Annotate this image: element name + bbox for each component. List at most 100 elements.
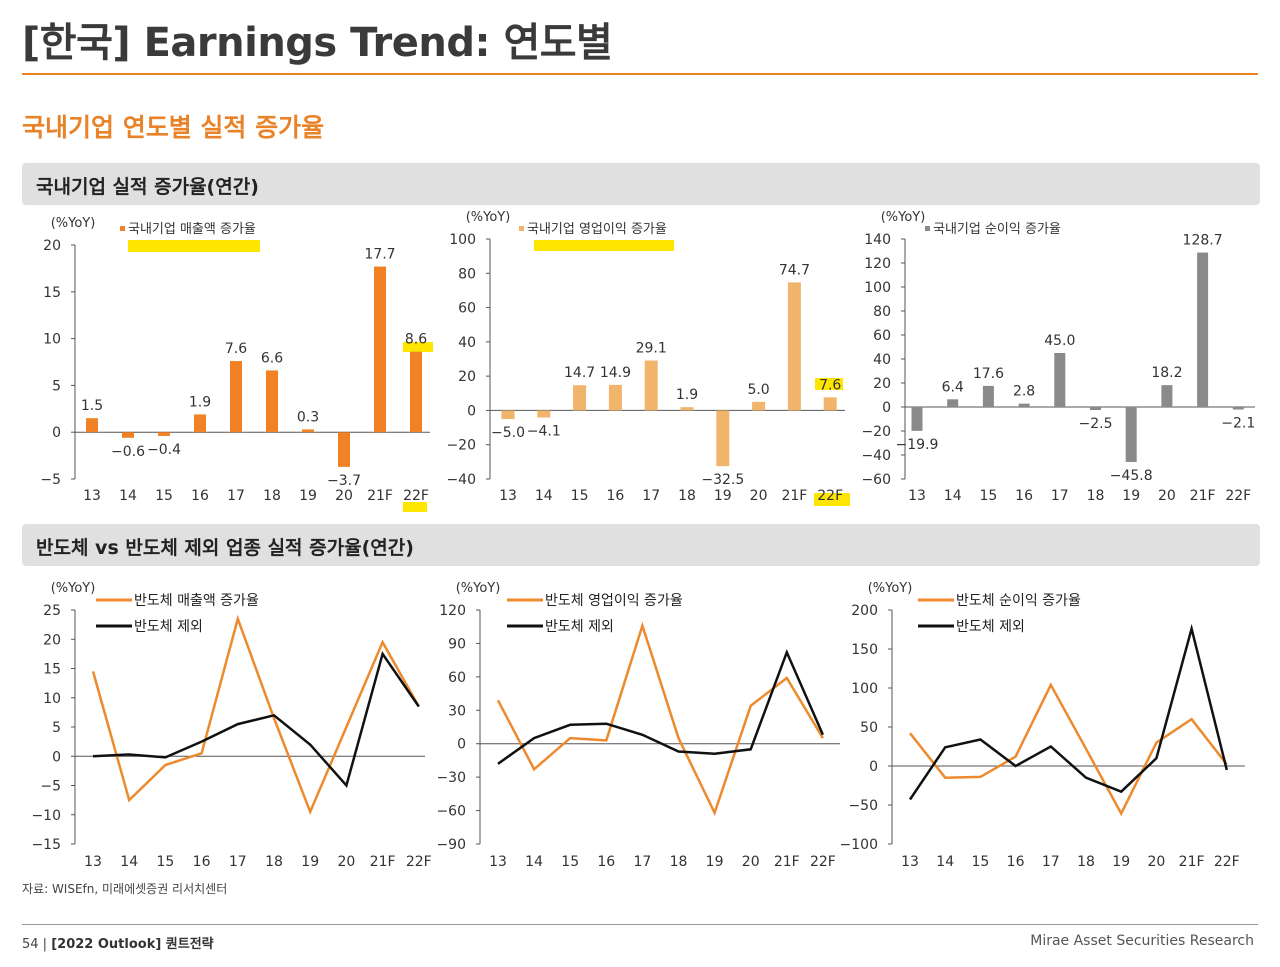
x-tick-label: 17	[227, 488, 245, 504]
category-highlight	[403, 502, 427, 512]
data-label: −19.9	[896, 437, 939, 453]
footer-rule	[22, 924, 1258, 925]
data-label: 17.7	[364, 247, 395, 263]
chart-band-semiconductor: 반도체 vs 반도체 제외 업종 실적 증가율(연간)	[22, 524, 1260, 566]
footer-left: 54 | [2022 Outlook] 퀀트전략	[22, 937, 214, 952]
y-tick-label: 0	[882, 400, 891, 416]
data-label: −4.1	[527, 423, 561, 439]
y-tick-label: −20	[446, 438, 476, 454]
bar	[1232, 407, 1244, 410]
band-title: 국내기업 실적 증가율(연간)	[36, 176, 259, 198]
bar	[501, 410, 515, 419]
x-tick-label: 21F	[781, 488, 807, 504]
bar	[1197, 252, 1209, 407]
x-tick-label: 16	[606, 488, 624, 504]
x-tick-label: 16	[191, 488, 209, 504]
y-tick-label: 0	[52, 749, 61, 765]
bar	[302, 429, 314, 433]
x-tick-label: 13	[84, 854, 102, 870]
y-tick-label: 140	[864, 232, 891, 248]
bar	[122, 432, 134, 438]
data-label: 1.5	[81, 398, 103, 414]
bar	[608, 384, 622, 411]
y-tick-label: 25	[43, 603, 61, 619]
x-tick-label: 22F	[810, 854, 836, 870]
bar	[1018, 403, 1030, 407]
footer-doc-title: [2022 Outlook] 퀀트전략	[51, 937, 214, 952]
data-label: 6.6	[261, 350, 283, 366]
legend-highlight	[534, 240, 674, 251]
x-tick-label: 14	[120, 854, 138, 870]
x-tick-label: 20	[742, 854, 760, 870]
data-label: −0.4	[147, 442, 181, 458]
x-tick-label: 18	[670, 854, 688, 870]
x-tick-label: 20	[750, 488, 768, 504]
data-label: 8.6	[405, 332, 427, 348]
data-label: 74.7	[779, 262, 810, 278]
x-tick-label: 14	[119, 488, 137, 504]
bar	[1054, 353, 1066, 407]
x-tick-label: 15	[971, 854, 989, 870]
y-tick-label: 120	[439, 603, 466, 619]
x-tick-label: 15	[156, 854, 174, 870]
y-tick-label: 80	[458, 266, 476, 282]
y-tick-label: 200	[851, 603, 878, 619]
legend-swatch	[519, 226, 524, 231]
x-tick-label: 17	[229, 854, 247, 870]
bar	[823, 397, 837, 411]
y-tick-label: −60	[436, 804, 466, 820]
footer-right: Mirae Asset Securities Research	[1030, 933, 1254, 949]
x-tick-label: 19	[1112, 854, 1130, 870]
x-tick-label: 19	[706, 854, 724, 870]
y-tick-label: 30	[448, 703, 466, 719]
series-line	[497, 648, 825, 765]
legend-label: 반도체 제외	[545, 619, 614, 635]
data-label: −2.1	[1221, 416, 1255, 432]
y-tick-label: 20	[43, 238, 61, 254]
x-tick-label: 18	[678, 488, 696, 504]
category-highlight	[814, 493, 850, 506]
bar	[716, 410, 730, 467]
section-title: 국내기업 연도별 실적 증가율	[22, 113, 325, 142]
y-tick-label: −30	[436, 770, 466, 786]
x-tick-label: 19	[301, 854, 319, 870]
chart-op-profit-growth: (%YoY) −40 −20 0 20 40 60 80 100 13 14 15 16 17 18 19 20…	[446, 210, 850, 506]
data-label: −2.5	[1079, 416, 1113, 432]
chart-semi-op-profit: (%YoY) −90 −60 −30 0 30 60 90 120 13 14 15 16 17 18 19 2…	[436, 581, 840, 870]
bar	[230, 361, 242, 433]
y-tick-label: 40	[458, 335, 476, 351]
x-tick-label: 18	[263, 488, 281, 504]
x-tick-label: 13	[901, 854, 919, 870]
chart-net-profit-growth: (%YoY) −60 −40 −20 0 20 40 60 80 100 120 140 13 14 15 1…	[861, 210, 1255, 504]
x-tick-label: 21F	[1179, 854, 1205, 870]
data-label: 0.3	[297, 409, 319, 425]
bar	[410, 351, 422, 433]
y-tick-label: 20	[458, 369, 476, 385]
series-line	[909, 682, 1228, 817]
bar	[86, 418, 98, 433]
x-tick-label: 16	[597, 854, 615, 870]
x-tick-label: 14	[936, 854, 954, 870]
y-tick-label: 0	[467, 403, 476, 419]
bar	[1090, 407, 1101, 410]
bar	[982, 385, 994, 407]
x-tick-label: 21F	[774, 854, 800, 870]
y-tick-label: 100	[449, 232, 476, 248]
unit-label: (%YoY)	[881, 210, 926, 225]
chart-semi-sales: (%YoY) −15 −10 −5 0 5 10 15 20 25 13 14 15 16 17 18 19 20…	[31, 581, 431, 870]
y-tick-label: −15	[31, 837, 61, 853]
chart-sales-growth: (%YoY) −5 0 5 10 15 20 13 14 15 16 17 18 19 20 21F 22F 국내…	[40, 216, 433, 512]
data-label: 14.7	[564, 365, 595, 381]
legend-label: 국내기업 영업이익 증가율	[527, 222, 667, 237]
x-tick-label: 14	[525, 854, 543, 870]
bar	[573, 385, 587, 411]
x-tick-label: 20	[1158, 488, 1176, 504]
data-label: 2.8	[1013, 384, 1035, 400]
y-tick-label: 60	[448, 670, 466, 686]
legend-label: 반도체 제외	[134, 619, 203, 635]
legend-swatch	[120, 226, 125, 231]
data-label: 17.6	[973, 366, 1004, 382]
y-tick-label: −60	[861, 472, 891, 488]
unit-label: (%YoY)	[466, 210, 511, 225]
x-tick-label: 15	[561, 854, 579, 870]
